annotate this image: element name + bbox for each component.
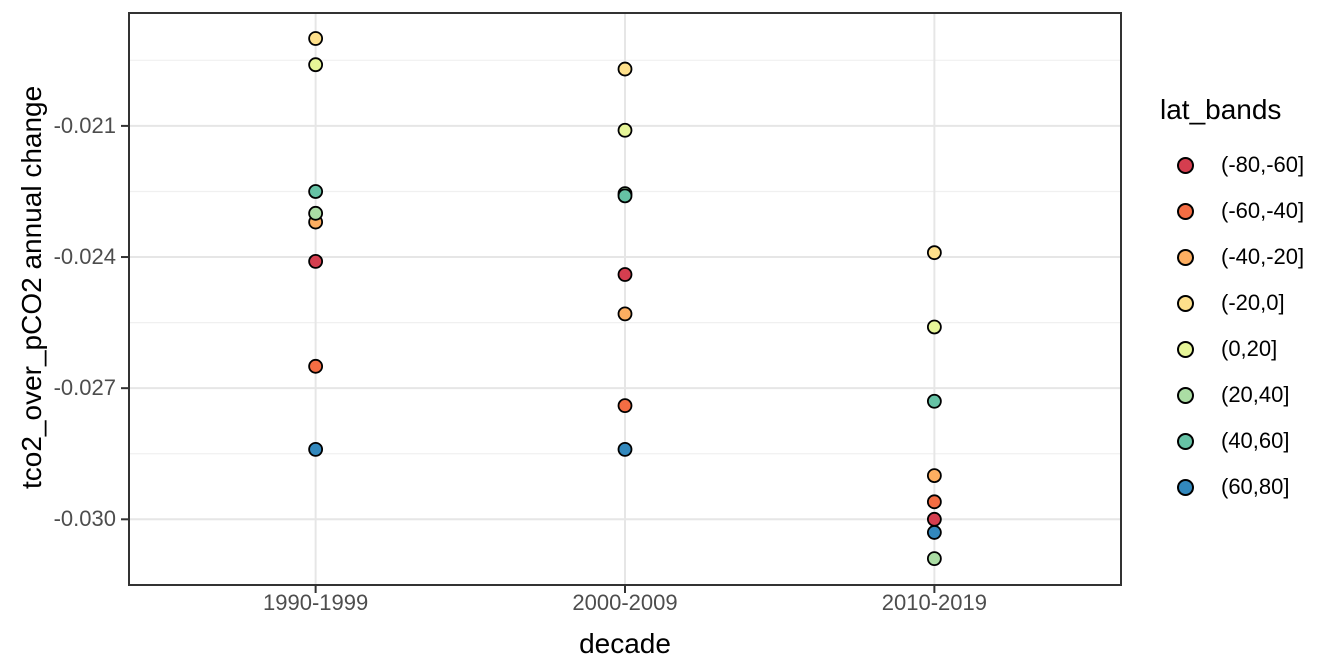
data-point [308,254,324,269]
x-axis-title: decade [579,628,671,659]
data-point [926,525,942,540]
legend-item: (60,80] [1160,464,1304,510]
legend: lat_bands (-80,-60] (-60,-40] (-40,-20] (-2… [1160,96,1304,510]
data-point [308,31,324,46]
data-point [926,393,942,409]
legend-item: (20,40] [1160,372,1304,418]
legend-label: (20,40] [1221,382,1290,407]
data-point [926,319,942,335]
x-axis-tick-label: 2010-2019 [881,590,987,615]
data-point [308,184,324,199]
data-point [308,358,324,374]
legend-label: (60,80] [1221,474,1290,499]
legend-label: (-40,-20] [1221,244,1305,269]
legend-label: (-20,0] [1221,290,1285,315]
y-axis-tick-label: -0.024 [53,244,116,270]
y-axis-tick-label: -0.030 [53,506,116,532]
legend-item: (-40,-20] [1160,234,1304,280]
data-point [926,494,942,510]
data-point [617,306,633,322]
legend-key-icon [1177,294,1194,312]
x-axis-tick-label: 2000-2009 [572,590,678,615]
legend-label: (-80,-60] [1221,152,1305,177]
data-point [926,511,942,527]
legend-key-icon [1177,386,1194,404]
legend-item: (0,20] [1160,326,1304,372]
legend-key-icon [1177,432,1194,450]
legend-key-icon [1177,340,1194,358]
legend-key-icon [1177,202,1194,220]
data-point [308,57,324,73]
data-point [617,61,633,77]
legend-label: (40,60] [1221,428,1290,453]
legend-key-icon [1177,248,1194,266]
data-point [926,551,942,567]
data-point [926,245,942,261]
data-point [617,122,633,138]
legend-item: (40,60] [1160,418,1304,464]
data-point [617,188,633,204]
data-point [617,441,633,457]
legend-label: (0,20] [1221,336,1278,361]
data-point [617,267,633,282]
legend-items: (-80,-60] (-60,-40] (-40,-20] (-20,0] (0,20]… [1160,142,1304,510]
data-point [308,441,324,457]
data-point [617,398,633,414]
y-axis-tick-label: -0.027 [53,375,116,401]
x-axis-tick-label: 1990-1999 [263,590,369,615]
data-point [926,468,942,483]
y-axis-title: tco2_over_pCO2 annual change [16,85,47,489]
legend-item: (-20,0] [1160,280,1304,326]
legend-label: (-60,-40] [1221,198,1305,223]
legend-item: (-60,-40] [1160,188,1304,234]
legend-title: lat_bands [1160,94,1282,125]
y-axis-tick-label: -0.021 [53,112,116,138]
legend-item: (-80,-60] [1160,142,1304,188]
legend-key-icon [1177,478,1194,496]
legend-key-icon [1177,156,1194,174]
data-point [308,205,324,221]
